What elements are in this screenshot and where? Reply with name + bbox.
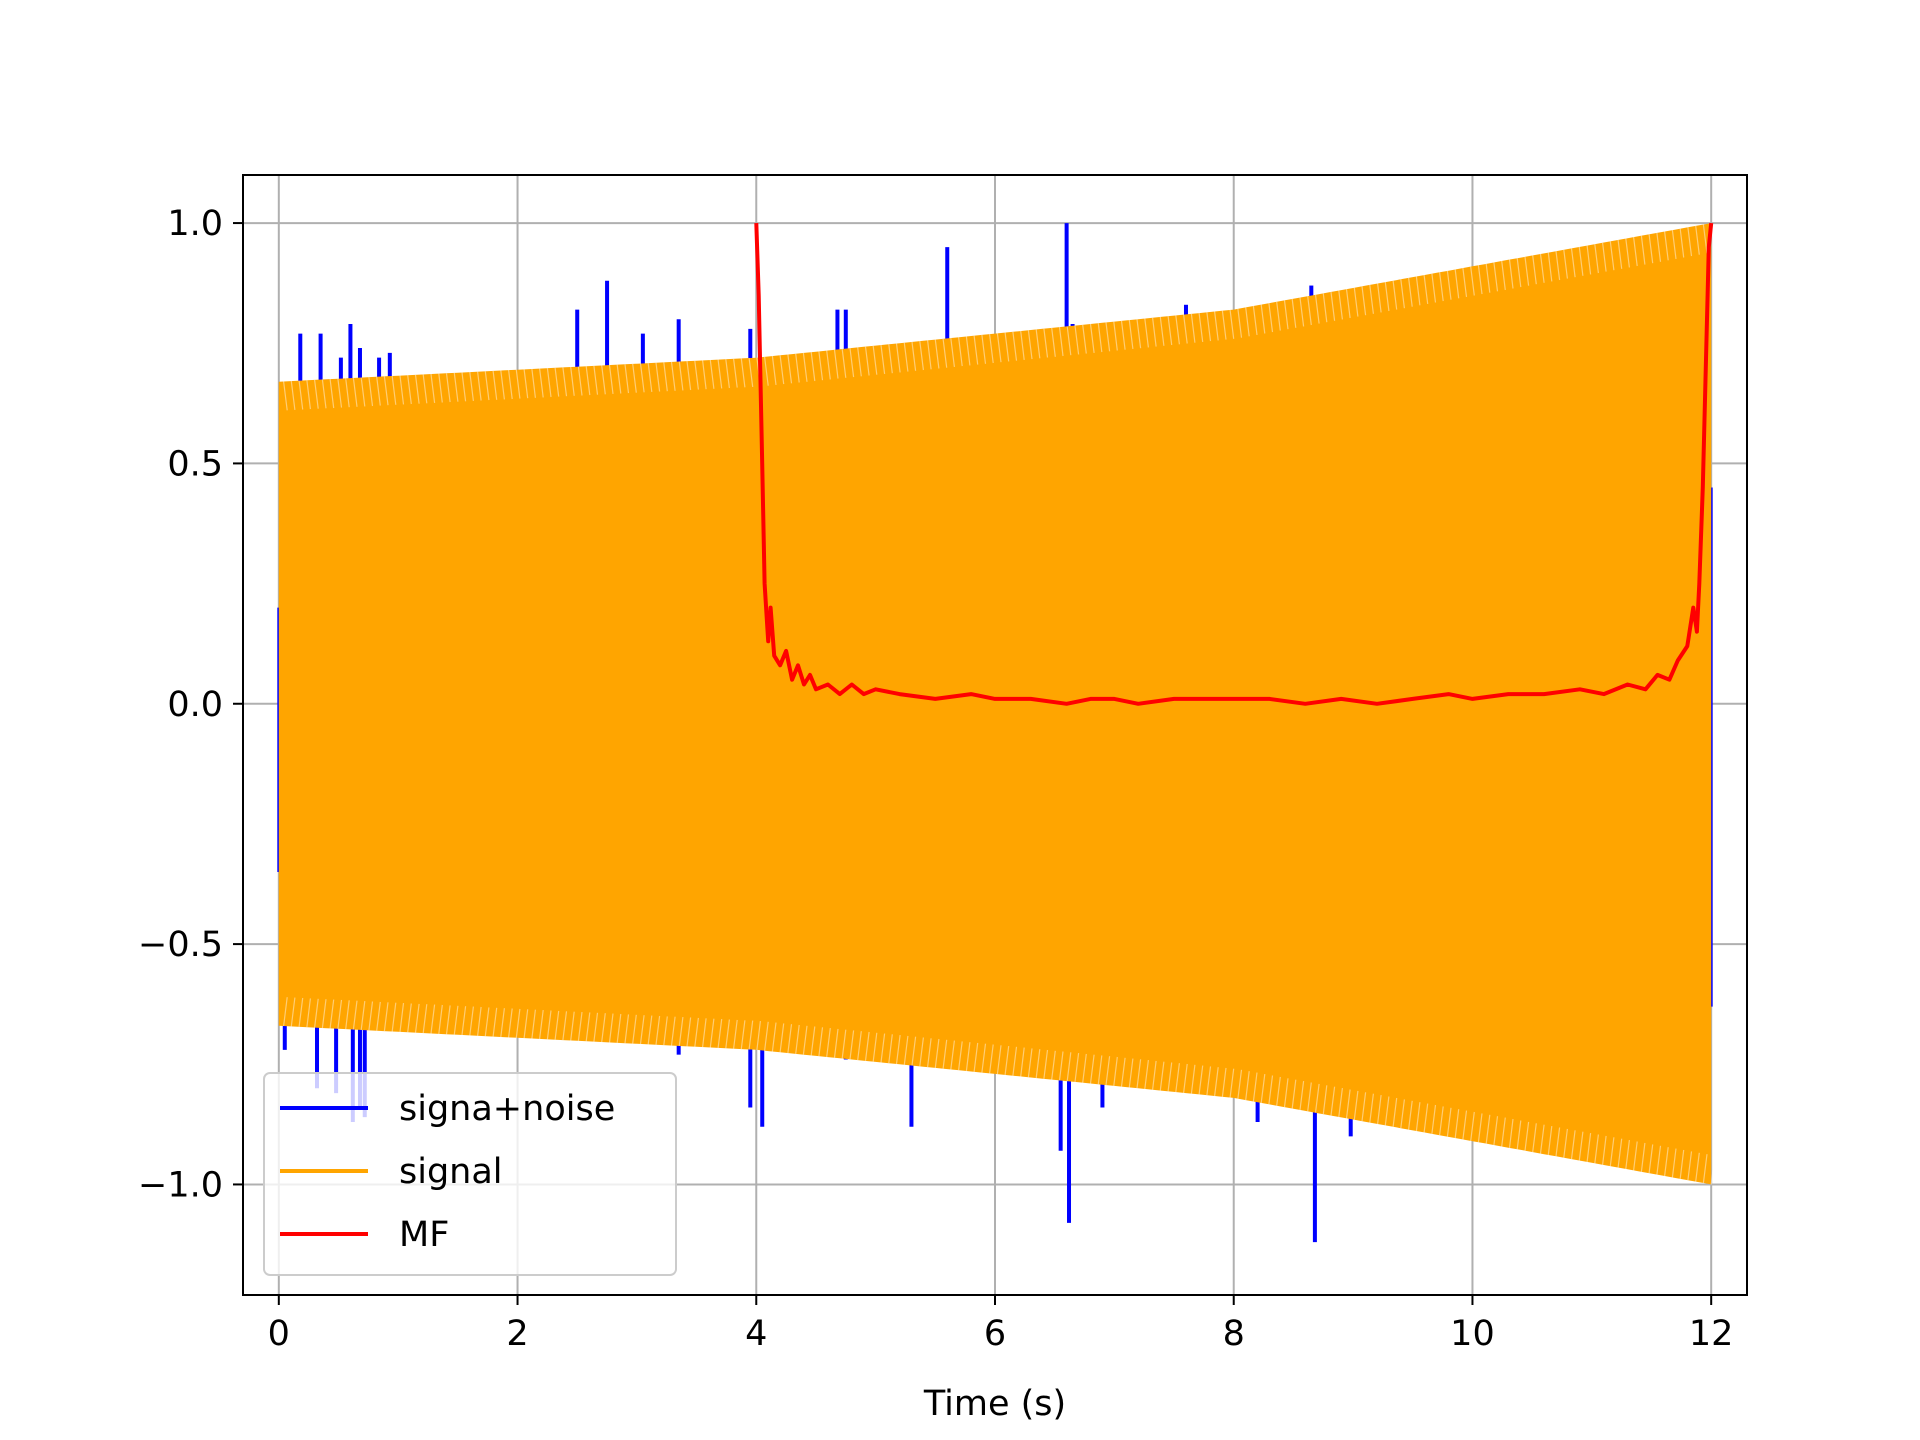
y-tick-label: 1.0 [167,204,223,244]
x-tick-label: 6 [984,1314,1006,1354]
signal-band [278,223,1712,1185]
x-tick-label: 12 [1689,1314,1734,1354]
legend-label: signal [399,1152,503,1192]
legend-label: signa+noise [399,1089,615,1129]
x-tick-label: 10 [1450,1314,1495,1354]
x-tick-label: 0 [268,1314,290,1354]
y-tick-label: −0.5 [138,925,223,965]
x-tick-label: 4 [745,1314,767,1354]
x-tick-label: 8 [1223,1314,1245,1354]
x-axis-label: Time (s) [923,1384,1066,1424]
ticks: 0 2 4 6 8 10 12 1.0 0.5 0.0 −0.5 −1.0 [138,204,1733,1354]
legend: signa+noise signal MF [263,1072,677,1276]
y-tick-label: 0.0 [167,685,223,725]
y-tick-label: −1.0 [138,1165,223,1205]
legend-label: MF [399,1215,449,1255]
x-tick-label: 2 [506,1314,528,1354]
mf-line [754,222,1714,706]
signal-texture [283,223,1716,1185]
legend-box [263,1072,677,1276]
y-tick-label: 0.5 [167,444,223,484]
